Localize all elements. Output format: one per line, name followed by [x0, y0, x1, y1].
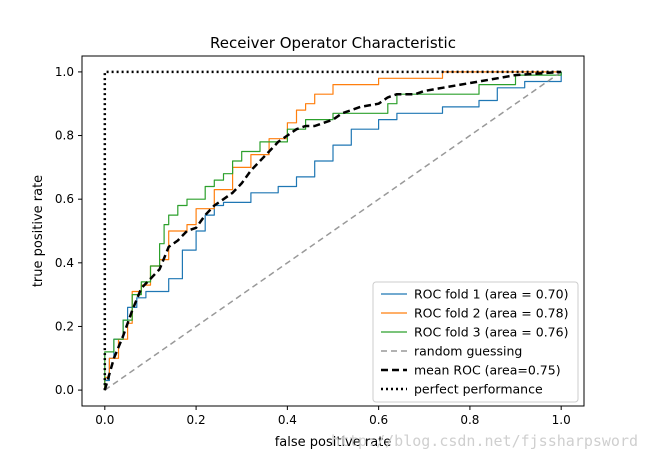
series-line-roc-fold-2-area-0-78: [104, 71, 562, 391]
legend-label-roc-fold-1-area-0-70: ROC fold 1 (area = 0.70): [414, 287, 568, 302]
y-tick-label: 0.2: [55, 319, 74, 333]
legend-label-mean-roc-area-0-75: mean ROC (area=0.75): [414, 363, 561, 378]
x-axis-label: false positive rate: [275, 435, 392, 450]
legend-label-perfect-performance: perfect performance: [414, 382, 543, 397]
plot-area-frame: [81, 55, 585, 407]
x-tick-label: 0.4: [278, 413, 297, 427]
y-tick-label: 0.4: [55, 256, 74, 270]
plot-lines: [103, 70, 562, 391]
series-line-random-guessing: [104, 71, 562, 391]
legend-label-roc-fold-2-area-0-78: ROC fold 2 (area = 0.78): [414, 306, 568, 321]
x-tick-label: 0.8: [460, 413, 479, 427]
legend-label-roc-fold-3-area-0-76: ROC fold 3 (area = 0.76): [414, 325, 568, 340]
x-tick-label: 0.0: [95, 413, 114, 427]
y-tick-label: 0.8: [55, 129, 74, 143]
legend-label-random-guessing: random guessing: [414, 344, 522, 359]
x-tick-label: 1.0: [552, 413, 571, 427]
series-line-mean-roc-area-0-75: [103, 70, 562, 391]
legend: ROC fold 1 (area = 0.70) ROC fold 2 (area…: [372, 281, 579, 403]
x-tick-label: 0.6: [369, 413, 388, 427]
watermark: http://blog.csdn.net/fjssharpsword: [331, 432, 638, 450]
y-tick-label: 0.0: [55, 383, 74, 397]
y-axis-label: true positive rate: [31, 175, 46, 287]
legend-frame: [372, 281, 579, 403]
y-axis-ticks: 0.0 0.2 0.4 0.6 0.8 1.0: [55, 65, 82, 397]
y-tick-label: 0.6: [55, 192, 74, 206]
x-axis-ticks: 0.0 0.2 0.4 0.6 0.8 1.0: [95, 406, 571, 427]
series-line-roc-fold-1-area-0-70: [104, 71, 562, 391]
series-line-roc-fold-3-area-0-76: [104, 71, 562, 391]
chart-title: Receiver Operator Characteristic: [210, 34, 456, 52]
x-tick-label: 0.2: [187, 413, 206, 427]
series-line-perfect-performance: [103, 70, 562, 391]
y-tick-label: 1.0: [55, 65, 74, 79]
